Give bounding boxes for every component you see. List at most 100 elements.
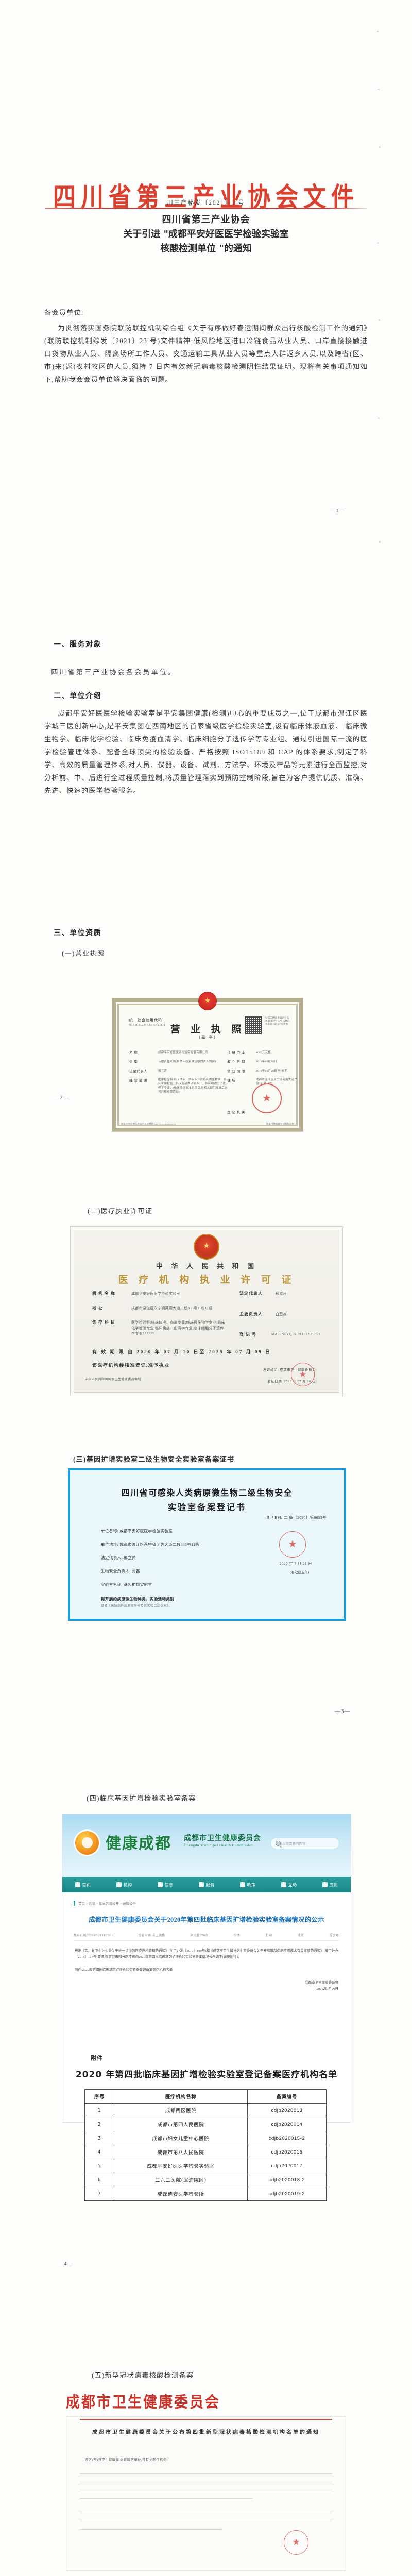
favorite-button[interactable]: 收藏 [297, 1934, 304, 1937]
medical-institution-license: 中 华 人 民 共 和 国 医 疗 机 构 执 业 许 可 证 机 构 名 称 … [70, 1226, 343, 1396]
cell-no: 3 [84, 2131, 114, 2145]
license-field-value: 2019年06月20日 至 长期 [256, 1070, 287, 1073]
official-red-seal-icon [279, 1531, 306, 1558]
biosafety-field: 实验室名称: 基因扩增实验室 [101, 1582, 152, 1587]
license-field-value: 2019年06月20日 [256, 1060, 277, 1063]
search-icon[interactable] [276, 1841, 281, 1846]
font-size-label[interactable]: 字体: [233, 1934, 241, 1937]
cell-code: cdjb2020017 [247, 2159, 327, 2173]
nav-item-policy[interactable]: 政策 [239, 1882, 256, 1888]
covid-filing-notice-scan: 成都市卫生健康委员会关于公布第四批新型冠状病毒核酸检测机构名单的通知 各区(市)… [66, 2416, 346, 2571]
biosafety-filing-certificate: 四川省可感染人类病原微生物二级生物安全 实验室备案登记书 川卫 BSL-二 备〔… [68, 1468, 346, 1621]
cell-no: 4 [84, 2145, 114, 2159]
signature-date: 2020年7月20日 [316, 1987, 338, 1991]
license-footer: 国家企业信用信息公示系统网址:http://www.gsxt.gov.cn 国家… [121, 1123, 294, 1126]
subsection-3-3-heading: (三)基因扩增实验室二级生物安全实验室备案证书 [73, 1455, 235, 1463]
med-field-label: 地 址 [92, 1306, 103, 1310]
headline-line-2: 关于引进 "成都平安好医医学检验实验室 [123, 229, 289, 240]
headline-line-1: 四川省第三产业协会 [162, 214, 250, 225]
license-footer-right: 国家市场监督管理总局监制 [266, 1123, 294, 1125]
cell-name: 成都市妇女儿童中心医院 [114, 2131, 248, 2145]
page-number-2: —2— [54, 1095, 70, 1101]
website-nav[interactable]: 首页 机构 信息 服务 政策 互动 应用 [62, 1877, 351, 1892]
section-2-heading: 二、单位介绍 [54, 692, 101, 700]
qr-code-icon [245, 1016, 262, 1034]
attachment-title: 2020 年第四批临床基因扩增检验实验室登记备案医疗机构名单 [75, 2070, 338, 2080]
med-field-value: 邢立萍 [276, 1292, 287, 1296]
site-search-placeholder: 请输入您需要的内容 [276, 1842, 306, 1846]
article-attachment-link[interactable]: 附件:2020年第四批临床基因扩增检验实验室登记备案医疗机构名单 [75, 1968, 173, 1972]
publish-date: 发布日期:2020-07-21 11:25:01 [74, 1934, 113, 1937]
cell-no: 6 [84, 2173, 114, 2187]
license-field-label: 法定代表人 [129, 1070, 148, 1073]
apps-icon [322, 1882, 328, 1887]
biosafety-issue-date: 2020 年 7 月 21 日 [279, 1562, 312, 1566]
license-field-value: 4000万元整 [256, 1051, 271, 1054]
cell-no: 1 [84, 2103, 114, 2117]
cell-no: 7 [84, 2187, 114, 2201]
subsection-3-4-heading: (四)临床基因扩增检验实验室备案 [87, 1794, 196, 1802]
chat-icon [281, 1882, 286, 1887]
license-field-value: 有限责任公司(自然人投资或控股的法人独资) [158, 1060, 216, 1063]
salutation: 各会员单位: [44, 309, 84, 316]
national-emblem-icon [194, 1234, 219, 1260]
document-number: 川三产秘发〔2021〕1 号 [167, 200, 245, 206]
biosafety-title-line-1: 四川省可感染人类病原微生物二级生物安全 [121, 1488, 293, 1498]
med-field-label: 法定代表人 [239, 1291, 263, 1296]
med-field-value: 成都市温江区永宁镇芙蓉大道二段333号11栋11幢 [131, 1306, 213, 1310]
cell-no: 2 [84, 2117, 114, 2131]
breadcrumb[interactable]: 首页 > 信息 > 基本信息公开 > 通知公告 [74, 1901, 351, 1906]
nav-item-apps[interactable]: 应用 [322, 1882, 338, 1888]
biosafety-field: 法定代表人: 邢立萍 [101, 1555, 136, 1560]
nav-item-institution[interactable]: 机构 [116, 1882, 132, 1888]
attachment-label: 附件 [91, 2055, 103, 2061]
registry-authority-label: 登 记 机 关 [227, 1111, 246, 1114]
table-row: 7 成都迪安医学检验所 cdjb2020019-2 [84, 2187, 327, 2201]
biosafety-field: 单位地址: 成都市温江区永宁镇芙蓉大道二段333号11栋 [101, 1542, 200, 1547]
nav-item-home[interactable]: 首页 [75, 1882, 91, 1888]
column-header-name: 医疗机构名称 [114, 2089, 248, 2104]
article-signature: 成都市卫生健康委员会 2020年7月20日 [75, 1980, 338, 1992]
grid-icon [116, 1882, 122, 1887]
share-label[interactable]: 分享到: [329, 1934, 339, 1937]
license-field-value: 医学检验科:临床体液、血液专业及临床微生物学、临床化学检验、临床免疫血清学专业、… [158, 1078, 228, 1094]
cell-no: 5 [84, 2159, 114, 2173]
official-red-seal-icon [284, 2530, 308, 2555]
license-field-label: 营 业 期 限 [227, 1070, 246, 1073]
cell-code: cdjb2020019-2 [247, 2187, 327, 2201]
cell-code: cdjb2020018-2 [247, 2173, 327, 2187]
biosafety-activity-label: 拟开展的病原微生物种类、实验活动类别: [101, 1597, 176, 1601]
column-header-no: 序号 [84, 2089, 114, 2104]
license-field-label: 注 册 资 本 [227, 1051, 246, 1055]
license-field-value: 邢立萍 [158, 1070, 167, 1073]
article-meta: 发布日期:2020-07-21 11:25:01 信息来源: 市卫健委 浏览量:… [74, 1933, 339, 1941]
nav-item-service[interactable]: 服务 [198, 1882, 215, 1888]
section-1-heading: 一、服务对象 [54, 640, 101, 649]
table-row: 5 成都平安好医医学检验实验室 cdjb2020017 [84, 2159, 327, 2173]
section-3-heading: 三、单位资质 [54, 929, 101, 937]
print-button[interactable]: 打印 [266, 1934, 272, 1937]
page-number-1: —1— [330, 507, 346, 514]
med-field-label: 主要负责人 [239, 1312, 263, 1316]
page-number-4: —4— [58, 2261, 74, 2267]
usc-code-label: 统一社会信用代码 [129, 1018, 162, 1022]
med-field-value: 白楚焱 [276, 1312, 287, 1316]
med-field-value: 医学检验科:临床体液、血液专业;临床微生物学专业;临床化学检验专业;临床免疫、血… [131, 1320, 225, 1336]
column-header-code: 备案编号 [247, 2089, 327, 2104]
biosafety-title-line-2: 实验室备案登记书 [167, 1502, 246, 1512]
covid-notice-title: 成都市卫生健康委员会关于公布第四批新型冠状病毒核酸检测机构名单的通知 [92, 2430, 320, 2435]
table-row: 3 成都市妇女儿童中心医院 cdjb2020015-2 [84, 2131, 327, 2145]
qr-caption: 扫描二维码 查询企业信息 国家企业信用 信息公示系统 扫码 识别 真伪 [265, 1016, 290, 1025]
opening-paragraph: 为贯彻落实国务院联防联控机制综合组《关于有序做好春运期间群众出行核酸检测工作的通… [44, 324, 368, 383]
nav-item-interaction[interactable]: 互动 [281, 1882, 297, 1888]
biosafety-activity-value: 部分《高致病性病原微生物及其实验活动类别》。 [101, 1605, 172, 1608]
source-label: 信息来源: 市卫健委 [138, 1934, 165, 1937]
medical-license-title: 医 疗 机 构 执 业 许 可 证 [118, 1274, 295, 1285]
official-red-seal-icon [291, 1363, 315, 1386]
subsection-3-2-heading: (二)医疗执业许可证 [88, 1207, 153, 1215]
license-field-label: 经 营 范 围 [129, 1079, 148, 1082]
site-search-input[interactable]: 请输入您需要的内容 [270, 1838, 339, 1849]
doc-icon [157, 1882, 163, 1887]
license-field-value: 成都平安好医医学检验实验室有限公司 [158, 1051, 208, 1054]
nav-item-info[interactable]: 信息 [157, 1882, 174, 1888]
